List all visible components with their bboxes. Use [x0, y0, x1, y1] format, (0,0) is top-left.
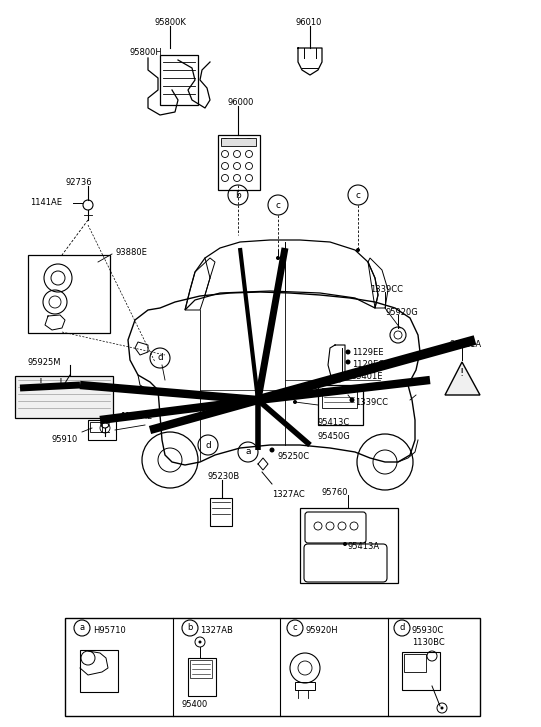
Text: 1129EC: 1129EC — [352, 360, 384, 369]
Circle shape — [346, 350, 351, 355]
Bar — [295, 682, 315, 690]
Text: 95413A: 95413A — [348, 542, 380, 551]
Text: 95230B: 95230B — [208, 472, 240, 481]
Text: 95925M: 95925M — [28, 358, 62, 367]
Bar — [90, 422, 102, 432]
Text: 95413C: 95413C — [318, 418, 350, 427]
Text: 95800H: 95800H — [130, 48, 163, 57]
Text: 1339CC: 1339CC — [370, 285, 403, 294]
Text: 96111A: 96111A — [450, 340, 482, 349]
Text: 95401E: 95401E — [352, 372, 384, 381]
Circle shape — [349, 398, 354, 403]
Bar — [88, 420, 116, 440]
Text: b: b — [235, 190, 241, 199]
Text: b: b — [187, 624, 193, 632]
Circle shape — [356, 248, 360, 252]
Text: !: ! — [38, 378, 42, 388]
Text: d: d — [399, 624, 405, 632]
Text: 95920H: 95920H — [305, 626, 338, 635]
Bar — [190, 660, 212, 678]
Text: c: c — [275, 201, 280, 209]
Circle shape — [276, 256, 280, 260]
Text: 1129EE: 1129EE — [352, 348, 384, 357]
Bar — [15, 376, 113, 418]
Text: 95930C: 95930C — [412, 626, 444, 635]
Text: 1327AC: 1327AC — [272, 490, 305, 499]
Bar — [28, 255, 110, 333]
Bar — [160, 55, 198, 105]
Text: 93880E: 93880E — [115, 248, 147, 257]
Text: d: d — [205, 441, 211, 449]
Text: c: c — [293, 624, 298, 632]
Bar — [402, 652, 440, 690]
Circle shape — [343, 542, 347, 546]
Bar — [300, 508, 398, 583]
Text: 95250C: 95250C — [278, 452, 310, 461]
Text: H95710: H95710 — [93, 626, 126, 635]
Text: 95450G: 95450G — [318, 432, 351, 441]
Text: 95920G: 95920G — [385, 308, 418, 317]
Text: 96000: 96000 — [228, 98, 254, 107]
Text: d: d — [157, 353, 163, 363]
Bar — [80, 650, 118, 692]
Text: !: ! — [460, 368, 464, 378]
Text: !: ! — [58, 378, 62, 388]
Text: 1130BC: 1130BC — [412, 638, 445, 647]
Bar — [322, 388, 357, 408]
Text: 95800K: 95800K — [154, 18, 186, 27]
Bar — [188, 658, 216, 696]
Bar — [404, 654, 426, 672]
Text: a: a — [245, 448, 250, 457]
Text: a: a — [80, 624, 84, 632]
Text: 1339CC: 1339CC — [355, 398, 388, 407]
Bar — [65, 618, 480, 716]
Circle shape — [440, 707, 444, 710]
Text: 96010: 96010 — [295, 18, 321, 27]
Circle shape — [293, 400, 297, 404]
Circle shape — [269, 448, 274, 452]
Circle shape — [199, 640, 201, 643]
Bar — [221, 138, 256, 146]
Polygon shape — [445, 362, 480, 395]
Text: 92736: 92736 — [65, 178, 91, 187]
Text: 1327AB: 1327AB — [200, 626, 233, 635]
Text: 95400: 95400 — [182, 700, 208, 709]
Text: 95910: 95910 — [52, 435, 78, 444]
Text: 95760: 95760 — [322, 488, 348, 497]
Bar — [218, 135, 260, 190]
Text: 1141AE: 1141AE — [120, 412, 152, 421]
Circle shape — [346, 359, 351, 364]
Text: 1141AE: 1141AE — [30, 198, 62, 207]
Text: c: c — [355, 190, 360, 199]
Bar — [318, 385, 363, 425]
Bar — [210, 498, 232, 526]
